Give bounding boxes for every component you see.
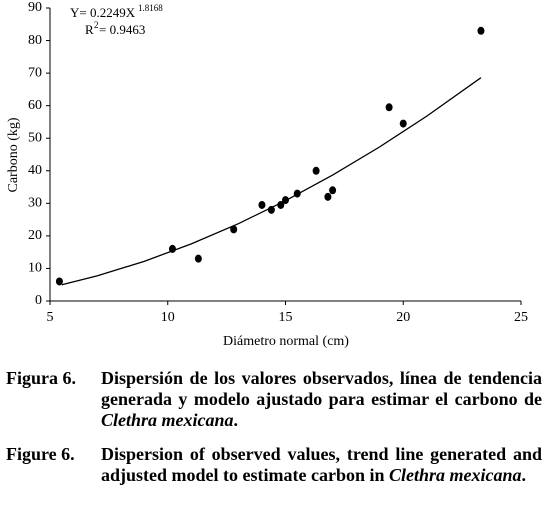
caption-species: Clethra mexicana [388, 465, 522, 485]
caption-end: . [233, 410, 239, 430]
caption-species: Clethra mexicana [101, 410, 234, 430]
data-point [194, 254, 202, 263]
x-tick-label: 10 [161, 310, 175, 325]
y-tick-label: 40 [28, 163, 42, 178]
data-point [477, 26, 485, 35]
y-tick-label: 90 [28, 0, 42, 15]
x-tick-label: 20 [396, 310, 410, 325]
y-tick-label: 50 [28, 130, 42, 145]
data-point [324, 192, 332, 201]
y-tick-label: 80 [28, 33, 42, 48]
caption-label: Figure 6. [6, 444, 75, 464]
data-point [267, 205, 275, 214]
caption-en: Figure 6. Dispersion of observed values,… [6, 444, 542, 486]
x-tick-label: 25 [514, 310, 528, 325]
x-tick-label: 15 [279, 310, 293, 325]
y-tick-label: 10 [28, 261, 42, 276]
trend-line [61, 77, 482, 286]
x-tick-label: 5 [47, 310, 54, 325]
y-axis-label: Carbono (kg) [6, 117, 21, 192]
r-squared: R [85, 22, 94, 37]
data-point [230, 225, 238, 234]
caption-label: Figura 6. [6, 368, 76, 388]
equation: Y= 0.2249X [70, 5, 136, 20]
data-point [385, 103, 393, 112]
equation-exponent: 1.8168 [138, 3, 163, 13]
data-point [258, 200, 266, 209]
x-axis-label: Diámetro normal (cm) [223, 334, 349, 349]
y-tick-label: 30 [28, 196, 42, 211]
data-point [399, 119, 407, 128]
y-tick-label: 60 [28, 98, 42, 113]
data-point [168, 244, 176, 253]
r-squared-value: = 0.9463 [99, 22, 145, 37]
chart: Y= 0.2249X 1.8168 R 2 = 0.9463 Diámetro … [6, 0, 528, 349]
y-tick-label: 20 [28, 228, 42, 243]
caption-es: Figura 6. Dispersión de los valores obse… [6, 368, 542, 431]
caption-body: Dispersión de los valores observados, lí… [101, 368, 542, 409]
data-point [282, 196, 289, 205]
y-tick-label: 70 [28, 65, 42, 80]
data-point [312, 166, 320, 175]
data-point [329, 186, 337, 195]
data-point [293, 189, 301, 198]
caption-text: Dispersion of observed values, trend lin… [101, 444, 542, 486]
data-point [277, 200, 285, 209]
caption-end: . [521, 465, 527, 485]
data-point [55, 277, 63, 286]
caption-body: Dispersion of observed values, trend lin… [101, 444, 542, 485]
r-squared-exponent: 2 [94, 20, 99, 30]
y-tick-label: 0 [35, 293, 42, 308]
caption-text: Dispersión de los valores observados, lí… [101, 368, 542, 431]
